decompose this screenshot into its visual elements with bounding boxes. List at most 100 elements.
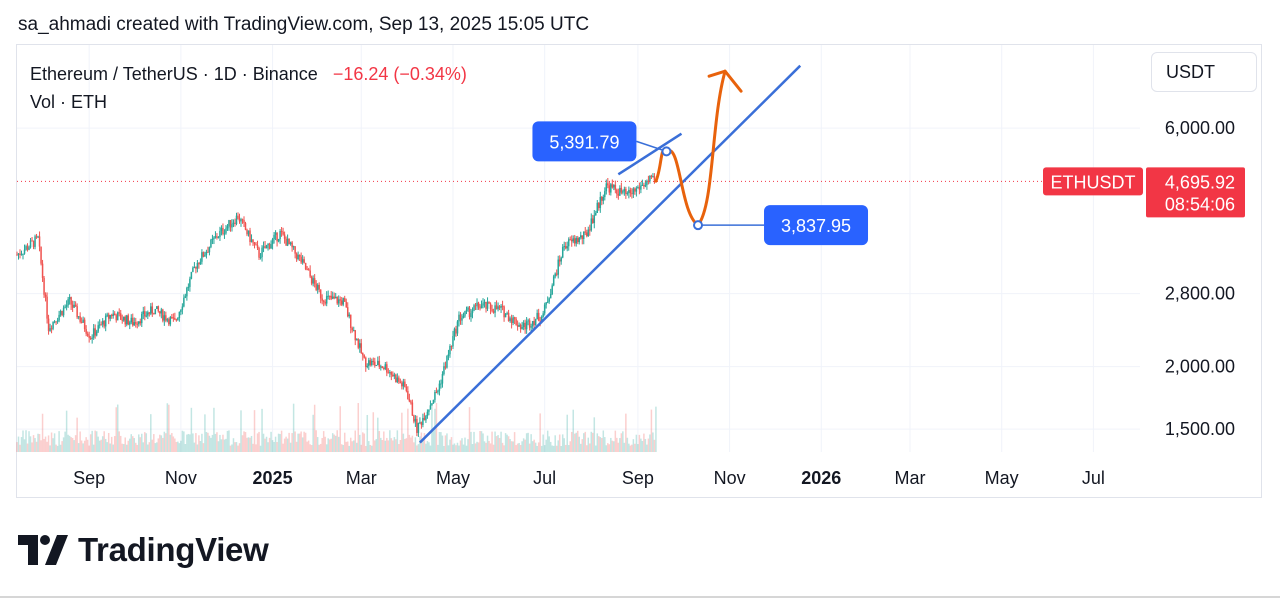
candle-body xyxy=(316,284,319,290)
volume-bar xyxy=(337,436,340,452)
candle-body xyxy=(163,315,166,321)
candle-body xyxy=(610,184,612,193)
candle-body xyxy=(277,238,280,242)
volume-bar xyxy=(438,432,441,452)
candle-body xyxy=(322,300,325,302)
candle-body xyxy=(474,305,477,307)
candle-body xyxy=(216,236,218,238)
candle-body xyxy=(563,246,565,248)
candle-body xyxy=(480,305,483,309)
candle-body xyxy=(595,212,597,216)
candle-body xyxy=(564,246,567,249)
volume-bar xyxy=(156,442,158,452)
candle-body xyxy=(190,271,193,279)
volume-bar xyxy=(396,430,399,452)
volume-bar xyxy=(570,431,573,452)
symbol-title[interactable]: Ethereum / TetherUS · 1D · Binance xyxy=(30,64,318,84)
volume-bar xyxy=(351,441,353,452)
candle-body xyxy=(643,184,645,187)
candle-body xyxy=(434,392,436,400)
candlesticks xyxy=(16,173,657,437)
volume-bar xyxy=(617,442,620,452)
candle-body xyxy=(177,317,179,320)
candle-body xyxy=(95,331,98,336)
candle-body xyxy=(171,317,173,319)
candle-body xyxy=(381,366,384,368)
candle-body xyxy=(61,310,63,316)
candle-body xyxy=(201,252,203,262)
candle-body xyxy=(147,312,149,316)
candle-body xyxy=(144,311,146,317)
candle-body xyxy=(524,322,526,330)
candle-body xyxy=(101,320,104,325)
candle-body xyxy=(646,180,648,186)
candle-body xyxy=(262,246,265,248)
candle-body xyxy=(485,301,487,309)
candle-body xyxy=(181,306,184,310)
volume-bar xyxy=(300,431,302,452)
candle-body xyxy=(570,239,573,242)
callout-label: 5,391.79 xyxy=(549,132,619,152)
volume-bar xyxy=(22,430,24,452)
callout-box xyxy=(532,121,637,162)
currency-selector[interactable]: USDT xyxy=(1151,52,1257,92)
candle-body xyxy=(586,232,588,237)
candle-body xyxy=(268,243,271,249)
volume-bar xyxy=(56,445,59,452)
candle-body xyxy=(492,311,495,313)
volume-bar xyxy=(25,430,27,452)
candle-body xyxy=(276,232,278,242)
candle-body xyxy=(500,305,502,308)
candle-body xyxy=(195,266,197,269)
candle-body xyxy=(35,236,38,238)
volume-bar xyxy=(83,440,86,452)
volume-bar xyxy=(115,407,117,452)
candle-body xyxy=(340,300,343,305)
candle-body xyxy=(192,267,194,272)
volume-bar xyxy=(291,433,293,452)
volume-bar xyxy=(589,443,591,452)
volume-bar xyxy=(70,437,72,452)
volume-bar xyxy=(37,433,39,452)
candle-body xyxy=(435,392,438,394)
candle-body xyxy=(455,328,457,334)
volume-bar xyxy=(94,430,96,452)
volume-bar xyxy=(265,436,268,452)
candle-body xyxy=(56,320,59,322)
volume-bar xyxy=(47,435,50,452)
candle-body xyxy=(371,360,373,366)
candle-body xyxy=(616,189,618,194)
candle-body xyxy=(214,236,217,238)
candle-body xyxy=(605,183,608,192)
candle-body xyxy=(112,313,114,317)
volume-bar xyxy=(491,431,493,452)
candle-body xyxy=(304,262,307,270)
candle-body xyxy=(148,312,151,314)
candle-body xyxy=(29,240,32,248)
volume-bar xyxy=(384,440,387,452)
candle-body xyxy=(640,185,642,190)
candle-body xyxy=(321,298,323,301)
candle-body xyxy=(119,313,122,320)
candle-body xyxy=(103,320,105,327)
candle-body xyxy=(255,244,257,246)
attribution-text: sa_ahmadi created with TradingView.com, … xyxy=(18,14,590,35)
candle-body xyxy=(298,254,301,257)
candle-body xyxy=(572,238,574,242)
candle-body xyxy=(622,191,624,193)
volume-bar xyxy=(423,433,426,452)
candle-body xyxy=(587,229,590,237)
volume-bar xyxy=(135,442,137,452)
candle-body xyxy=(634,188,636,192)
candle-body xyxy=(244,223,247,230)
volume-bar xyxy=(172,436,175,452)
candle-body xyxy=(383,367,385,369)
volume-bar xyxy=(410,437,412,452)
candle-body xyxy=(405,386,408,391)
volume-bar xyxy=(267,442,269,452)
candle-body xyxy=(17,253,20,255)
volume-legend[interactable]: Vol · ETH xyxy=(30,92,108,112)
volume-bar xyxy=(346,441,349,452)
candle-body xyxy=(551,285,553,295)
